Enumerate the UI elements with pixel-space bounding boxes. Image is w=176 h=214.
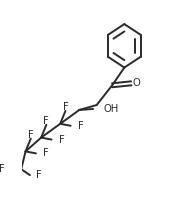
Text: F: F: [0, 164, 5, 174]
Text: F: F: [28, 130, 34, 140]
Text: F: F: [62, 102, 68, 112]
Text: F: F: [59, 135, 65, 145]
Text: F: F: [43, 148, 49, 158]
Text: O: O: [133, 78, 140, 88]
Text: F: F: [36, 170, 41, 180]
Text: F: F: [43, 116, 49, 126]
Text: F: F: [78, 121, 84, 131]
Text: OH: OH: [103, 104, 119, 114]
